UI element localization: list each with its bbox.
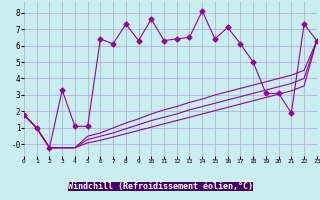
Text: Windchill (Refroidissement éolien,°C): Windchill (Refroidissement éolien,°C) [68, 182, 252, 190]
Text: Windchill (Refroidissement éolien,°C): Windchill (Refroidissement éolien,°C) [68, 180, 252, 190]
